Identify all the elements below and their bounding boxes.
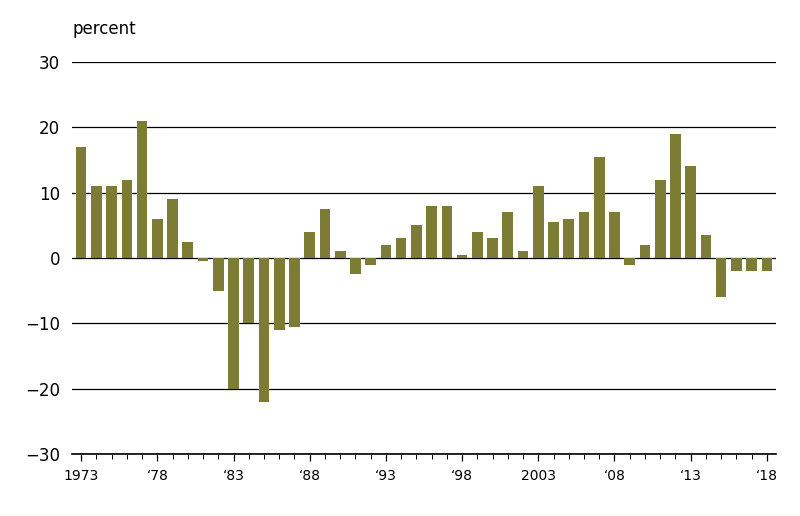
Bar	[746, 258, 757, 271]
Bar	[518, 251, 528, 258]
Bar	[731, 258, 742, 271]
Bar	[228, 258, 239, 389]
Bar	[335, 251, 346, 258]
Bar	[182, 241, 193, 258]
Bar	[396, 238, 406, 258]
Bar	[91, 186, 102, 258]
Bar	[442, 206, 452, 258]
Bar	[472, 232, 482, 258]
Bar	[213, 258, 224, 291]
Bar	[716, 258, 726, 297]
Bar	[289, 258, 300, 327]
Bar	[122, 180, 132, 258]
Text: percent: percent	[72, 21, 136, 38]
Bar	[106, 186, 117, 258]
Bar	[258, 258, 270, 402]
Bar	[381, 245, 391, 258]
Bar	[502, 212, 513, 258]
Bar	[487, 238, 498, 258]
Bar	[350, 258, 361, 275]
Bar	[320, 209, 330, 258]
Bar	[655, 180, 666, 258]
Bar	[701, 235, 711, 258]
Bar	[167, 199, 178, 258]
Bar	[686, 167, 696, 258]
Bar	[609, 212, 620, 258]
Bar	[594, 157, 605, 258]
Bar	[640, 245, 650, 258]
Bar	[548, 222, 559, 258]
Bar	[563, 219, 574, 258]
Bar	[366, 258, 376, 265]
Bar	[411, 225, 422, 258]
Bar	[152, 219, 162, 258]
Bar	[304, 232, 315, 258]
Bar	[76, 147, 86, 258]
Bar	[762, 258, 772, 271]
Bar	[274, 258, 285, 330]
Bar	[624, 258, 635, 265]
Bar	[578, 212, 590, 258]
Bar	[426, 206, 437, 258]
Bar	[198, 258, 208, 261]
Bar	[670, 134, 681, 258]
Bar	[137, 121, 147, 258]
Bar	[243, 258, 254, 324]
Bar	[457, 255, 467, 258]
Bar	[533, 186, 544, 258]
